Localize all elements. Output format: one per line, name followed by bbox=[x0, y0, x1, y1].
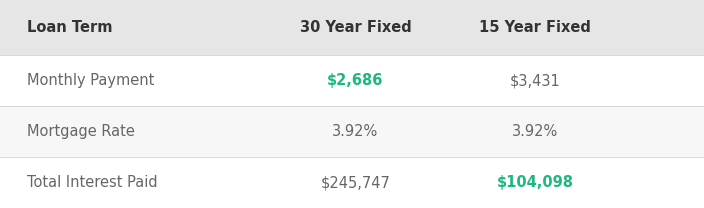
Bar bbox=[0, 55, 704, 106]
Text: 15 Year Fixed: 15 Year Fixed bbox=[479, 20, 591, 35]
Text: $104,098: $104,098 bbox=[496, 175, 574, 190]
Bar bbox=[0, 0, 704, 55]
Text: $3,431: $3,431 bbox=[510, 73, 560, 88]
Bar bbox=[0, 106, 704, 157]
Text: Loan Term: Loan Term bbox=[27, 20, 112, 35]
Bar bbox=[0, 157, 704, 208]
Text: 3.92%: 3.92% bbox=[512, 124, 558, 139]
Text: $2,686: $2,686 bbox=[327, 73, 384, 88]
Text: Mortgage Rate: Mortgage Rate bbox=[27, 124, 134, 139]
Text: Monthly Payment: Monthly Payment bbox=[27, 73, 154, 88]
Text: 3.92%: 3.92% bbox=[332, 124, 379, 139]
Text: Total Interest Paid: Total Interest Paid bbox=[27, 175, 158, 190]
Text: 30 Year Fixed: 30 Year Fixed bbox=[300, 20, 411, 35]
Text: $245,747: $245,747 bbox=[320, 175, 391, 190]
